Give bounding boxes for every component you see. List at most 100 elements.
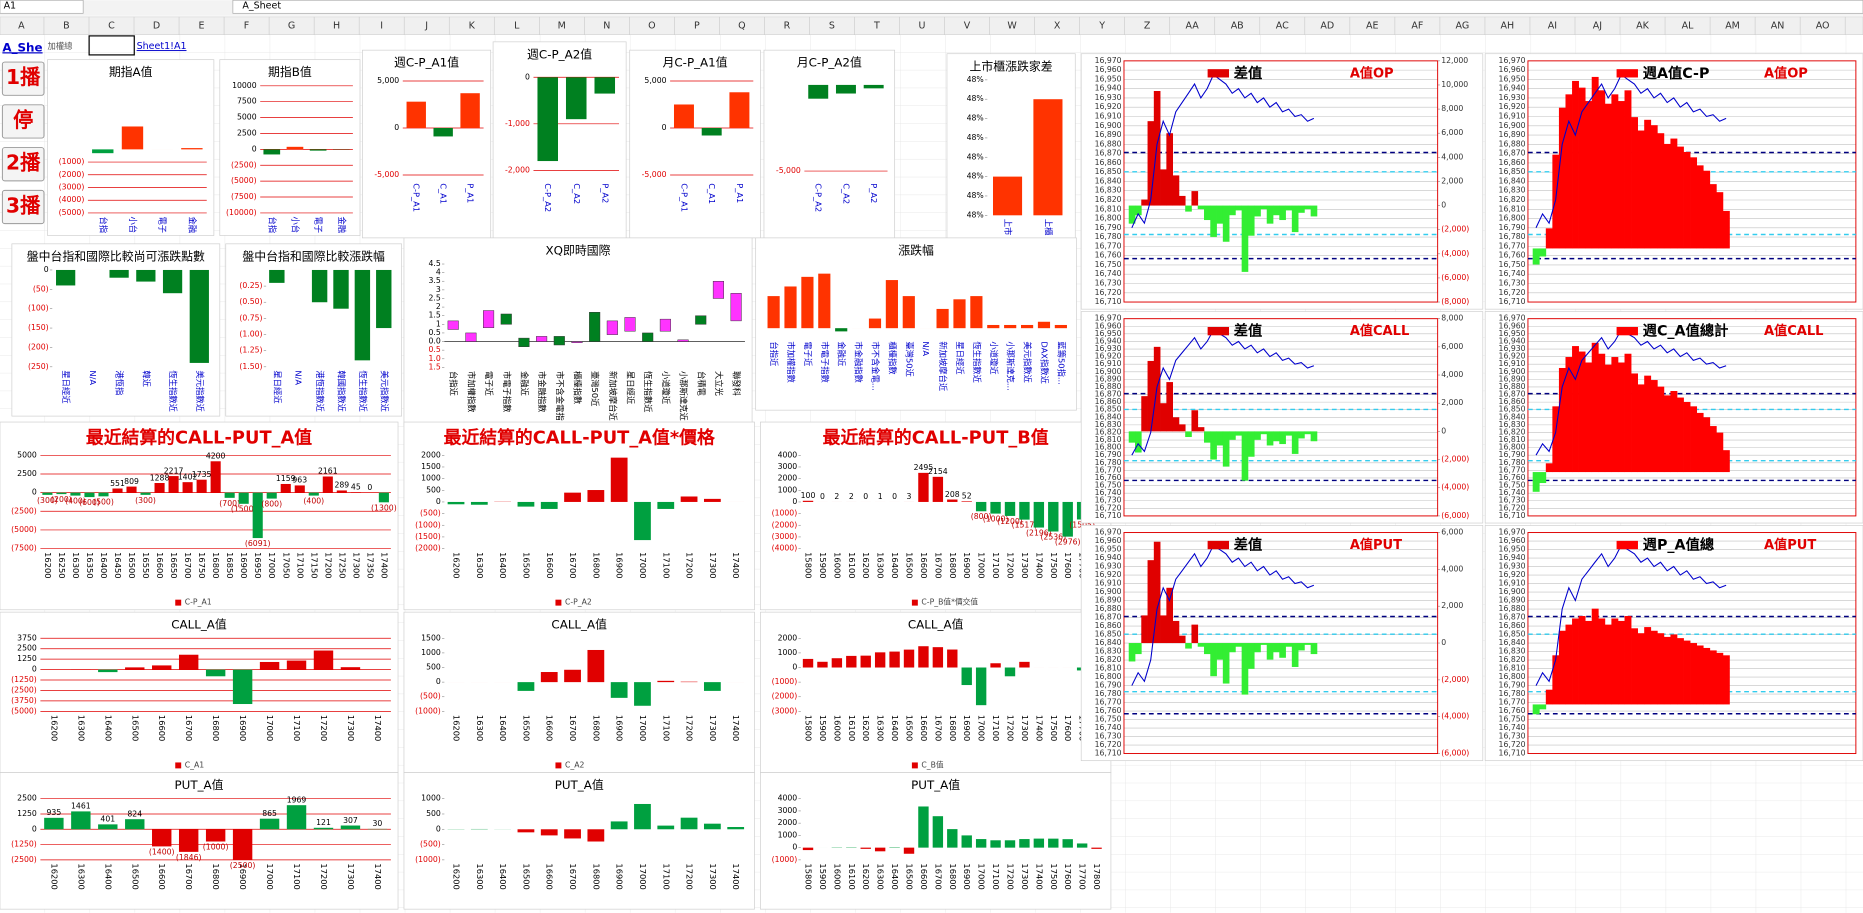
y-tick-label: 16,910 <box>1499 112 1526 121</box>
legend-swatch <box>911 599 918 606</box>
area-bar <box>1624 353 1632 473</box>
y-tick-label: (250) <box>28 362 49 371</box>
x-tick-label: 17100 <box>295 552 305 578</box>
sheet-link[interactable]: A_She <box>2 40 42 55</box>
y-tick-label: 16,730 <box>1499 278 1526 287</box>
y-tick-label: 1000 <box>421 474 441 483</box>
bar <box>902 296 915 329</box>
x-tick-label: 17000 <box>638 863 648 889</box>
x-tick-label: 16400 <box>498 863 508 889</box>
y-tick-label: 16,930 <box>1499 93 1526 102</box>
area-bar <box>1235 643 1243 647</box>
chart-frame <box>763 49 896 239</box>
x-tick-label: C-P_A2 <box>814 183 824 212</box>
column-header: M <box>558 20 566 31</box>
plot-frame <box>1527 532 1857 755</box>
play-button[interactable] <box>1 61 45 96</box>
x-tick-label: 電子 <box>314 216 324 233</box>
bar <box>992 176 1023 216</box>
area-bar <box>1545 689 1553 705</box>
y-tick-label: 2500 <box>17 469 37 478</box>
formula-input[interactable] <box>232 0 1863 14</box>
bar <box>336 490 347 493</box>
y-tick-label: (2000) <box>772 692 798 701</box>
y-tick-label: 0 <box>252 144 257 153</box>
data-label: 30 <box>373 819 383 828</box>
area-bar <box>1644 119 1652 249</box>
y-tick-label: 16,770 <box>1499 465 1526 474</box>
x-tick-label: 16500 <box>130 863 140 889</box>
x-tick-label: 16350 <box>85 552 95 578</box>
x-tick-label: 17400 <box>731 715 741 741</box>
bar <box>1062 839 1073 848</box>
bar <box>232 829 253 860</box>
x-tick-label: 17400 <box>1034 552 1044 578</box>
area-bar <box>1598 353 1606 473</box>
bar <box>232 669 253 705</box>
x-tick-label: 16650 <box>169 552 179 578</box>
area-bar <box>1644 375 1652 473</box>
bar <box>333 269 349 309</box>
y-tick-label: 0 <box>525 72 530 81</box>
play-button[interactable] <box>1 147 45 182</box>
x-tick-label: 17000 <box>638 552 648 578</box>
area-bar <box>1273 643 1280 653</box>
panel-tag: A值PUT <box>1350 537 1402 553</box>
y-tick-label: 0 <box>436 677 441 686</box>
bar <box>657 501 675 509</box>
data-label: (2500) <box>230 861 256 870</box>
x-tick-label: 16600 <box>919 863 929 889</box>
x-tick-label: 16800 <box>591 552 601 578</box>
y-tick-label: 16,760 <box>1095 473 1122 482</box>
area-bar <box>1166 382 1174 432</box>
x-tick-label: C-P_A2 <box>543 183 553 212</box>
bar <box>634 803 651 830</box>
x-tick-label: 16200 <box>861 552 871 578</box>
area-bar <box>1235 205 1243 211</box>
y-tick-label: 16,880 <box>1499 382 1526 391</box>
area-bar <box>1247 643 1255 669</box>
area-bar <box>1539 248 1547 257</box>
area-bar <box>1591 608 1599 705</box>
bar <box>71 811 91 830</box>
y-tick-label: 16,960 <box>1095 65 1122 74</box>
data-label: 2161 <box>318 467 338 476</box>
bar <box>92 149 114 154</box>
bar <box>657 825 675 830</box>
name-box[interactable] <box>0 0 84 14</box>
chart-title: 週C-P_A1值 <box>394 56 459 70</box>
y-tick-label: (100) <box>28 304 49 313</box>
y-tick-label: 16,710 <box>1095 749 1122 758</box>
x-tick-label: 16400 <box>890 863 900 889</box>
area-bar <box>1572 346 1579 473</box>
y2-tick-label: 4,000 <box>1441 370 1463 379</box>
y-tick-label: (4000) <box>772 544 798 553</box>
play-button[interactable] <box>1 189 45 225</box>
x-tick-label: 17250 <box>337 552 347 578</box>
area-bar <box>1624 90 1632 249</box>
data-label: (1200) <box>997 517 1023 526</box>
x-tick-label: 恆生指數近 <box>168 370 178 411</box>
area-bar <box>1266 431 1274 446</box>
column-header: AL <box>1682 20 1694 31</box>
column-header: AM <box>1725 20 1740 31</box>
candle-body <box>518 337 530 347</box>
column-header: Z <box>1144 20 1151 31</box>
x-tick-label: 17200 <box>1006 715 1016 741</box>
ref-link[interactable]: Sheet1!A1 <box>137 41 187 52</box>
play-button[interactable] <box>1 104 45 139</box>
data-label: (1500) <box>231 505 257 514</box>
bar <box>517 501 535 507</box>
y-tick-label: 16,960 <box>1499 536 1526 545</box>
area-bar <box>1229 431 1236 440</box>
area-bar <box>1135 643 1142 655</box>
x-tick-label: 16300 <box>76 715 86 741</box>
candle-body <box>589 312 601 342</box>
area-bar <box>1266 643 1274 660</box>
area-bar <box>1153 541 1161 644</box>
candle-body <box>677 339 689 342</box>
bar <box>990 663 1001 668</box>
area-bar <box>1266 205 1274 224</box>
y-tick-label: 0 <box>436 497 441 506</box>
y-tick-label: (3750) <box>11 696 37 705</box>
